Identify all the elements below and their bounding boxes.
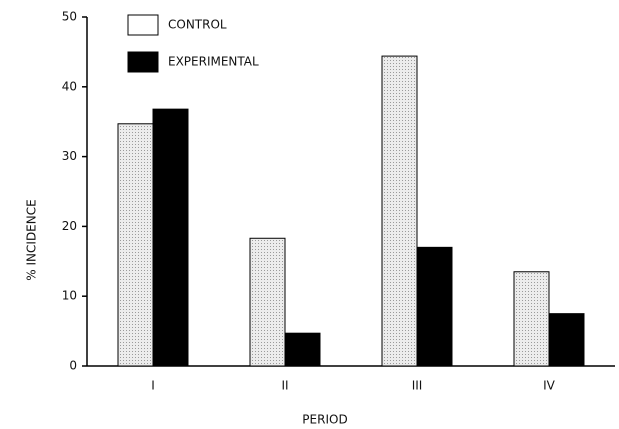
legend-swatch — [127, 14, 159, 36]
bar — [381, 55, 418, 367]
y-tick-label: 30 — [62, 149, 77, 163]
bar — [117, 123, 154, 367]
x-tick-label: IV — [543, 379, 556, 393]
bar — [548, 313, 585, 367]
bar — [152, 108, 189, 367]
legend-label: CONTROL — [168, 18, 227, 32]
bar — [249, 237, 286, 367]
y-tick-label: 20 — [62, 219, 77, 233]
x-tick-label: II — [281, 379, 288, 393]
legend-swatch — [127, 51, 159, 73]
y-tick-label: 10 — [62, 289, 77, 303]
y-tick-label: 40 — [62, 79, 77, 93]
x-axis-label: PERIOD — [302, 413, 347, 427]
bar — [416, 246, 453, 367]
y-tick-label: 50 — [62, 10, 77, 24]
y-axis-label: % INCIDENCE — [25, 199, 39, 280]
bar — [284, 332, 321, 367]
bar — [513, 271, 550, 367]
y-tick-label: 0 — [69, 359, 77, 373]
x-tick-label: I — [151, 379, 155, 393]
x-tick-label: III — [412, 379, 423, 393]
legend-label: EXPERIMENTAL — [168, 55, 259, 69]
